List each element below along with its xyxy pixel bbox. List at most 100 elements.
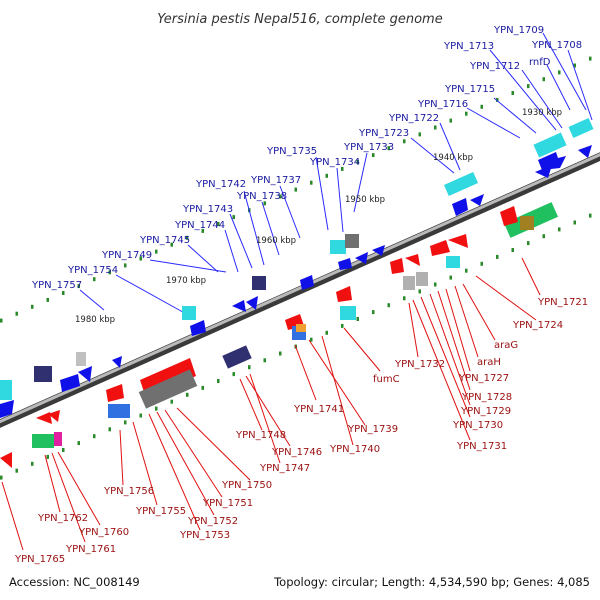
tick-dot — [372, 310, 375, 315]
tick-dot — [139, 413, 142, 418]
tick-rail-lower — [0, 213, 592, 480]
gene-label: YPN_1737 — [250, 175, 301, 186]
tick-dot — [372, 153, 375, 158]
tick-dot — [387, 303, 390, 308]
tick-dot — [356, 317, 359, 321]
top-gene-labels: YPN_1709 YPN_1713 YPN_1708 YPN_1712 rnfD… — [31, 25, 582, 291]
gene-label: YPN_1746 — [271, 447, 322, 458]
gene-label: YPN_1729 — [460, 406, 511, 417]
tick-dot — [465, 111, 468, 116]
tick-dot — [294, 187, 297, 192]
gene-label: YPN_1731 — [456, 441, 507, 452]
tick-dot — [124, 420, 127, 425]
gene-label: YPN_1708 — [531, 40, 582, 51]
tick-dot — [93, 277, 96, 282]
tick-dot — [108, 270, 111, 275]
gene-label: YPN_1754 — [67, 265, 118, 276]
gene-label: YPN_1752 — [187, 516, 238, 527]
tick-dot — [186, 235, 189, 240]
gene-label: YPN_1730 — [452, 420, 503, 431]
tick-dot — [279, 351, 282, 356]
tick-dot — [542, 234, 545, 239]
tick-dot — [46, 454, 49, 459]
tick-dot — [480, 261, 483, 266]
tick-dot — [93, 434, 96, 439]
gene-label: YPN_1757 — [31, 280, 82, 291]
gene-label: YPN_1715 — [444, 84, 495, 95]
gene-label: YPN_1712 — [469, 61, 520, 72]
tick-dot — [108, 427, 111, 432]
gene-label: YPN_1741 — [293, 404, 344, 415]
gene-label: araH — [477, 357, 501, 368]
tick-dot — [0, 475, 3, 480]
tick-1960: 1960 kbp — [256, 236, 296, 246]
gene-features — [0, 118, 594, 468]
tick-dot — [201, 228, 204, 233]
tick-dot — [248, 365, 251, 370]
gene-label: YPN_1721 — [537, 297, 588, 308]
tick-dot — [558, 227, 561, 232]
gene-label: YPN_1760 — [78, 527, 129, 538]
tick-dot — [62, 448, 65, 452]
tick-dot — [263, 201, 266, 206]
gene-label: YPN_1724 — [512, 320, 563, 331]
gene-label: YPN_1744 — [174, 220, 225, 231]
tick-dot — [387, 146, 390, 151]
gene-label: YPN_1739 — [347, 424, 398, 435]
tick-1970: 1970 kbp — [166, 276, 206, 286]
tick-dot — [341, 166, 344, 171]
tick-dot — [573, 220, 576, 225]
tick-dot — [403, 139, 406, 144]
gene-label: YPN_1740 — [329, 444, 380, 455]
gene-label: YPN_1734 — [309, 157, 360, 168]
tick-dot — [589, 213, 592, 218]
tick-dot — [232, 215, 235, 220]
tick-dot — [139, 256, 142, 261]
gene-label: YPN_1727 — [458, 373, 509, 384]
tick-dot — [511, 91, 514, 95]
tick-dot — [15, 311, 18, 316]
tick-dot — [496, 97, 499, 102]
tick-dot — [232, 372, 235, 377]
gene-label: YPN_1722 — [388, 113, 439, 124]
gene-label: YPN_1723 — [358, 128, 409, 139]
tick-dot — [356, 160, 359, 164]
tick-dot — [263, 358, 266, 363]
tick-dot — [589, 56, 592, 61]
tick-dot — [77, 441, 80, 446]
tick-dot — [511, 248, 514, 252]
tick-dot — [170, 242, 173, 247]
tick-labels: 1930 kbp 1940 kbp 1950 kbp 1960 kbp 1970… — [75, 108, 562, 325]
gene-label: YPN_1738 — [236, 191, 287, 202]
tick-dot — [449, 275, 452, 280]
summary-text: Topology: circular; Length: 4,534,590 bp… — [273, 575, 590, 589]
top-leader-lines — [79, 32, 593, 317]
gene-label: YPN_1751 — [202, 498, 253, 509]
tick-dot — [496, 254, 499, 259]
tick-dot — [201, 385, 204, 390]
gene-label: YPN_1733 — [343, 142, 394, 153]
tick-dot — [418, 289, 421, 294]
gene-label: YPN_1749 — [101, 250, 152, 261]
tick-dot — [31, 304, 34, 309]
tick-dot — [46, 297, 49, 302]
tick-dot — [170, 399, 173, 404]
gene-label: YPN_1735 — [266, 146, 317, 157]
gene-label: YPN_1743 — [182, 204, 233, 215]
tick-dot — [124, 263, 127, 268]
tick-dot — [279, 194, 282, 199]
tick-dot — [434, 125, 437, 130]
tick-1940: 1940 kbp — [433, 153, 473, 163]
tick-dot — [573, 63, 576, 68]
tick-dot — [155, 406, 158, 411]
gene-label: YPN_1728 — [461, 392, 512, 403]
tick-dot — [155, 249, 158, 254]
gene-label: YPN_1709 — [493, 25, 544, 36]
tick-dot — [449, 118, 452, 123]
genome-title: Yersinia pestis Nepal516, complete genom… — [157, 12, 442, 27]
tick-dot — [325, 173, 328, 178]
bottom-leader-lines — [1, 257, 541, 551]
accession-text: Accession: NC_008149 — [9, 575, 140, 589]
tick-dot — [527, 84, 530, 89]
tick-dot — [310, 180, 313, 185]
